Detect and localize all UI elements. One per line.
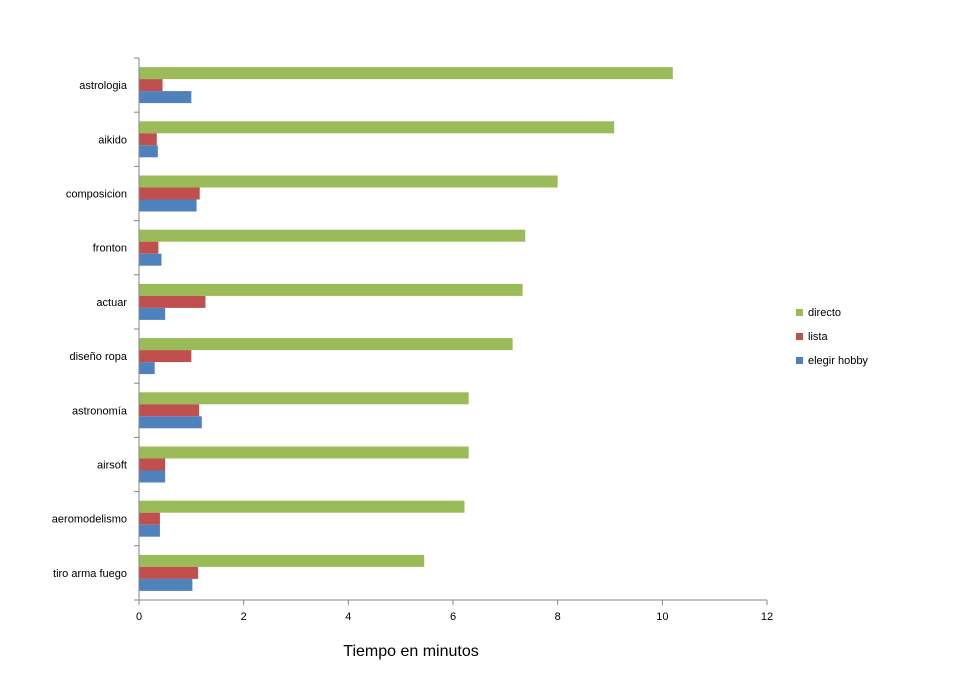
- bar-directo: [139, 338, 513, 351]
- bars-group: [139, 67, 673, 591]
- bar-directo: [139, 121, 615, 134]
- bar-elegir-hobby: [139, 307, 166, 320]
- bar-elegir-hobby: [139, 145, 158, 158]
- legend-swatch: [796, 357, 803, 364]
- category-label: fronton: [93, 243, 127, 255]
- category-label: astronomía: [72, 405, 128, 417]
- bar-lista: [139, 512, 160, 525]
- bar-elegir-hobby: [139, 362, 155, 375]
- legend-label: directo: [808, 307, 841, 319]
- legend-swatch: [796, 309, 803, 316]
- bar-elegir-hobby: [139, 470, 166, 483]
- category-label: airsoft: [97, 460, 127, 472]
- bar-directo: [139, 229, 526, 242]
- legend: directo lista elegir hobby: [796, 307, 868, 367]
- bar-directo: [139, 446, 469, 459]
- category-label: astrologia: [79, 80, 128, 92]
- bar-elegir-hobby: [139, 199, 197, 212]
- x-tick-label: 4: [345, 611, 351, 623]
- x-tick-label: 2: [241, 611, 247, 623]
- bar-elegir-hobby: [139, 416, 202, 429]
- bar-directo: [139, 554, 425, 567]
- x-tick-label: 10: [656, 611, 668, 623]
- category-label: tiro arma fuego: [53, 568, 127, 580]
- bar-lista: [139, 566, 199, 579]
- category-label: composicion: [66, 189, 127, 201]
- bar-elegir-hobby: [139, 578, 193, 591]
- bar-elegir-hobby: [139, 253, 162, 266]
- category-label: diseño ropa: [70, 351, 128, 363]
- legend-label: lista: [808, 331, 828, 343]
- x-tick-label: 8: [555, 611, 561, 623]
- bar-lista: [139, 133, 157, 146]
- ticks-group: [134, 57, 768, 605]
- bar-lista: [139, 404, 200, 417]
- bar-lista: [139, 458, 166, 471]
- x-tick-label: 12: [761, 611, 773, 623]
- category-labels: tiro arma fuego aeromodelismo airsoft astro…: [52, 80, 128, 580]
- bar-directo: [139, 283, 523, 296]
- category-label: actuar: [96, 297, 127, 309]
- bar-lista: [139, 79, 163, 92]
- bar-directo: [139, 67, 673, 80]
- x-tick-labels: 0 2 4 6 8 10 12: [136, 611, 773, 623]
- bar-lista: [139, 241, 159, 254]
- bar-lista: [139, 350, 192, 363]
- category-label: aikido: [98, 134, 127, 146]
- bar-directo: [139, 392, 469, 405]
- bar-directo: [139, 175, 558, 188]
- bar-lista: [139, 295, 206, 308]
- x-axis-title: Tiempo en minutos: [343, 643, 478, 660]
- x-tick-label: 6: [450, 611, 456, 623]
- bar-directo: [139, 500, 465, 513]
- bar-elegir-hobby: [139, 91, 192, 104]
- bar-lista: [139, 187, 200, 200]
- x-tick-label: 0: [136, 611, 142, 623]
- bar-elegir-hobby: [139, 524, 160, 537]
- category-label: aeromodelismo: [52, 514, 127, 526]
- legend-swatch: [796, 333, 803, 340]
- legend-label: elegir hobby: [808, 355, 868, 367]
